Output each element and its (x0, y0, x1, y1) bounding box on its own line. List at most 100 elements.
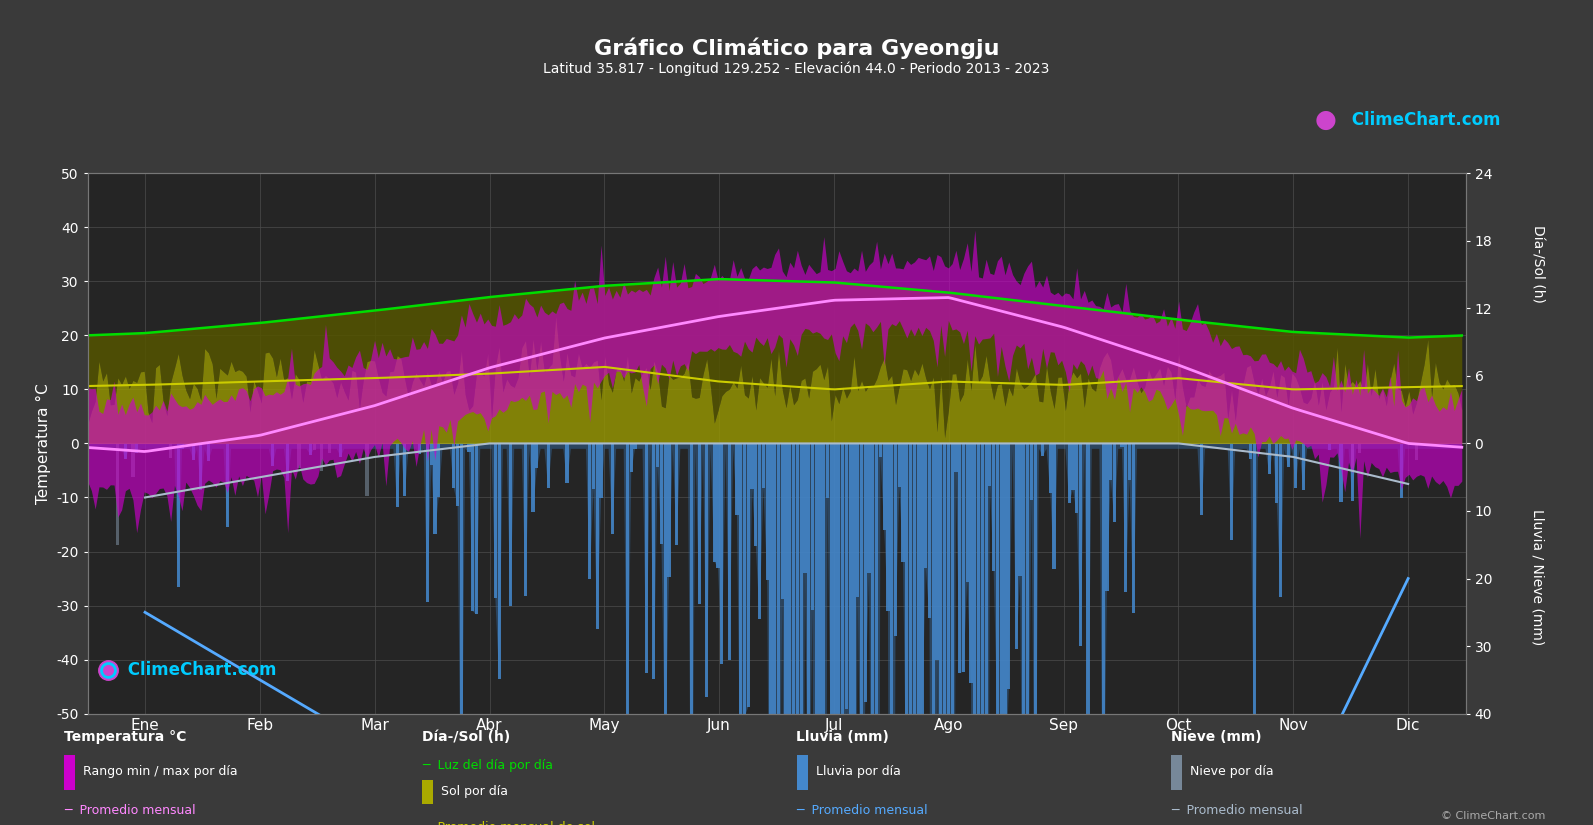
Bar (1101, 444, 1106, 825)
Bar (1230, 444, 1233, 540)
Bar (951, 444, 954, 825)
Bar (789, 444, 792, 825)
Bar (868, 444, 871, 573)
Bar (996, 444, 999, 726)
Bar (698, 444, 701, 604)
Bar (1029, 444, 1032, 500)
Bar (1072, 444, 1075, 490)
Bar (546, 444, 550, 488)
Bar (116, 444, 119, 544)
Text: ●: ● (1314, 107, 1337, 132)
Text: ─  Promedio mensual: ─ Promedio mensual (796, 804, 929, 818)
Bar (921, 444, 924, 733)
Bar (894, 444, 897, 636)
Bar (1329, 444, 1332, 450)
Bar (957, 444, 961, 673)
Bar (1086, 444, 1090, 741)
Bar (814, 444, 817, 825)
Bar (298, 444, 301, 468)
Bar (312, 444, 315, 450)
Bar (781, 444, 784, 599)
Bar (199, 444, 202, 490)
Text: Día-/Sol (h): Día-/Sol (h) (1531, 225, 1544, 303)
Text: Lluvia (mm): Lluvia (mm) (796, 730, 889, 744)
Bar (830, 444, 833, 794)
Text: Lluvia / Nieve (mm): Lluvia / Nieve (mm) (1531, 509, 1544, 646)
Bar (902, 444, 905, 562)
Text: ClimeChart.com: ClimeChart.com (123, 662, 277, 680)
Bar (169, 444, 172, 458)
Bar (652, 444, 655, 679)
Bar (436, 444, 440, 497)
Bar (494, 444, 497, 598)
Text: Nieve (mm): Nieve (mm) (1171, 730, 1262, 744)
Bar (497, 444, 500, 679)
Text: Temperatura °C: Temperatura °C (64, 730, 186, 744)
Bar (135, 444, 139, 453)
Bar (808, 444, 811, 825)
Bar (690, 444, 693, 825)
Bar (742, 444, 746, 718)
Bar (475, 444, 478, 615)
Bar (535, 444, 538, 469)
Bar (883, 444, 886, 530)
Bar (425, 444, 429, 601)
Bar (720, 444, 723, 663)
Bar (913, 444, 916, 825)
Bar (739, 444, 742, 818)
Bar (339, 444, 342, 457)
Bar (320, 444, 323, 471)
Bar (1125, 444, 1128, 592)
Bar (992, 444, 996, 571)
Bar (1128, 444, 1131, 480)
Bar (1249, 444, 1252, 460)
Bar (811, 444, 814, 610)
Bar (916, 444, 919, 748)
Bar (660, 444, 663, 544)
Bar (753, 444, 757, 546)
Text: ─  Promedio mensual: ─ Promedio mensual (64, 804, 196, 818)
Bar (954, 444, 957, 473)
Bar (833, 444, 836, 825)
Bar (852, 444, 855, 825)
Bar (452, 444, 456, 488)
Bar (769, 444, 773, 825)
Bar (792, 444, 795, 818)
Text: Gráfico Climático para Gyeongju: Gráfico Climático para Gyeongju (594, 37, 999, 59)
Bar (1026, 444, 1029, 825)
Bar (890, 444, 894, 825)
Bar (962, 444, 965, 672)
Bar (1042, 444, 1045, 456)
Bar (863, 444, 867, 702)
Bar (610, 444, 613, 534)
Y-axis label: Temperatura °C: Temperatura °C (35, 383, 51, 504)
Text: © ClimeChart.com: © ClimeChart.com (1440, 811, 1545, 821)
Text: ClimeChart.com: ClimeChart.com (1346, 111, 1501, 129)
Bar (728, 444, 731, 660)
Bar (905, 444, 908, 825)
Bar (796, 444, 800, 825)
Bar (309, 444, 312, 455)
Bar (419, 444, 422, 455)
Bar (365, 444, 368, 497)
Text: Lluvia por día: Lluvia por día (816, 765, 900, 778)
Bar (898, 444, 902, 488)
Bar (841, 444, 844, 823)
Text: Día-/Sol (h): Día-/Sol (h) (422, 730, 510, 744)
Bar (932, 444, 935, 825)
Bar (844, 444, 847, 710)
Bar (1114, 444, 1117, 522)
Bar (1268, 444, 1271, 474)
Bar (860, 444, 863, 825)
Bar (777, 444, 781, 825)
Bar (1120, 444, 1123, 447)
Bar (131, 444, 134, 478)
Bar (207, 444, 210, 461)
Bar (981, 444, 984, 825)
Bar (566, 444, 569, 483)
Bar (758, 444, 761, 620)
Bar (712, 444, 715, 562)
Bar (750, 444, 753, 489)
Bar (871, 444, 875, 825)
Bar (180, 444, 183, 449)
